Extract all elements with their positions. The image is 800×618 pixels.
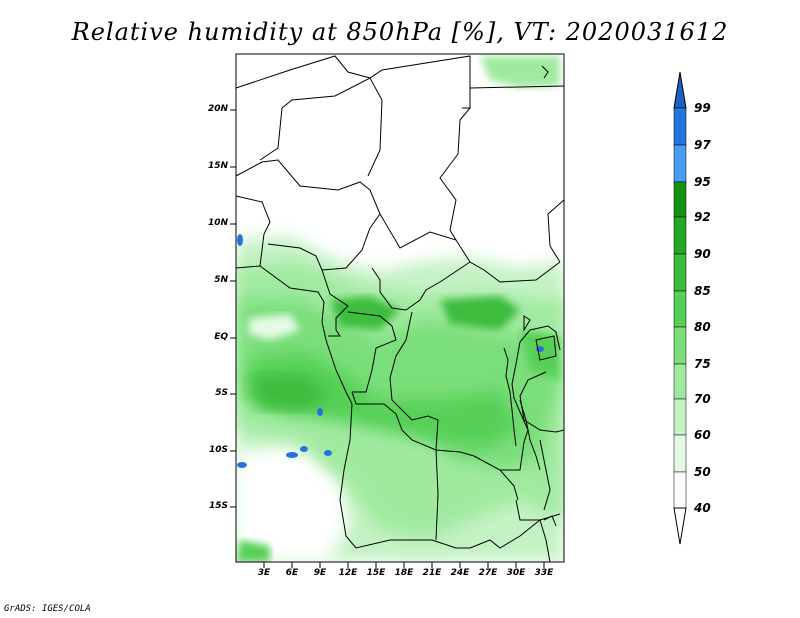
colorbar-label: 60	[694, 428, 711, 442]
colorbar-box	[673, 290, 687, 328]
lat-label: 15S	[208, 501, 228, 511]
country-boundaries	[236, 55, 564, 562]
colorbar-label: 97	[694, 138, 711, 152]
map-title: Relative humidity at 850hPa [%], VT: 202…	[71, 18, 729, 46]
colorbar-label: 92	[694, 210, 711, 224]
saturated-spot	[237, 234, 243, 246]
credit-text: GrADS: IGES/COLA	[4, 604, 91, 614]
colorbar-tip-top	[673, 71, 687, 109]
colorbar-box	[673, 107, 687, 146]
lat-ticks	[230, 109, 236, 508]
saturated-spot	[237, 462, 247, 468]
saturated-spot	[317, 408, 323, 416]
colorbar-box	[673, 216, 687, 255]
lon-ticks	[263, 562, 545, 568]
colorbar-label: 90	[694, 247, 711, 261]
lon-label: 27E	[478, 568, 498, 578]
colorbar-label: 99	[694, 101, 711, 115]
colorbar-label: 40	[694, 501, 711, 515]
colorbar-tip-bottom	[673, 507, 687, 545]
saturated-spot	[286, 452, 298, 458]
lat-label: 10S	[208, 445, 228, 455]
colorbar-box	[673, 144, 687, 183]
saturated-spot	[324, 450, 332, 456]
lat-label: EQ	[214, 332, 228, 342]
lon-label: 15E	[366, 568, 386, 578]
lat-label: 10N	[207, 218, 228, 228]
humidity-field	[236, 54, 564, 562]
map-frame	[235, 53, 565, 563]
colorbar-box	[673, 253, 687, 292]
colorbar-box	[673, 434, 687, 473]
lat-label: 5N	[214, 275, 228, 285]
saturated-spot	[300, 446, 308, 452]
colorbar-box	[673, 471, 687, 509]
colorbar-label: 80	[694, 320, 711, 334]
lon-label: 21E	[422, 568, 442, 578]
colorbar-box	[673, 398, 687, 436]
colorbar-label: 75	[694, 357, 711, 371]
colorbar-label: 85	[694, 284, 711, 298]
colorbar-box	[673, 326, 687, 365]
colorbar-label: 50	[694, 465, 711, 479]
colorbar-box	[673, 181, 687, 218]
lon-label: 3E	[257, 568, 271, 578]
lon-label: 6E	[285, 568, 299, 578]
lon-label: 9E	[313, 568, 327, 578]
lat-label: 20N	[207, 104, 228, 114]
colorbar-label: 95	[694, 175, 711, 189]
lat-label: 15N	[207, 161, 228, 171]
lon-label: 33E	[534, 568, 554, 578]
lon-label: 12E	[338, 568, 358, 578]
colorbar	[673, 71, 687, 545]
colorbar-box	[673, 363, 687, 400]
colorbar-label: 70	[694, 392, 711, 406]
lon-label: 30E	[506, 568, 526, 578]
lat-label: 5S	[215, 388, 228, 398]
colorbar-boxes	[673, 107, 687, 509]
lon-label: 24E	[450, 568, 470, 578]
lon-label: 18E	[394, 568, 414, 578]
